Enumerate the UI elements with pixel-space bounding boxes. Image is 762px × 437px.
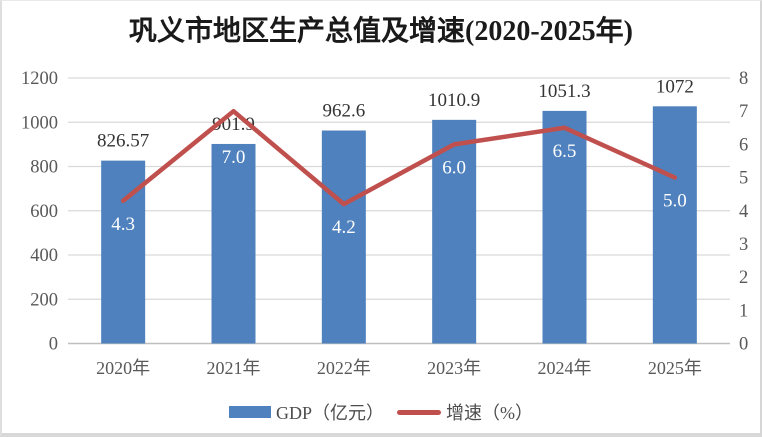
gdp-bar-2024年 [542,110,587,344]
x-axis-label: 2020年 [96,358,150,378]
right-axis-tick: 1 [739,301,748,321]
growth-value-label: 4.2 [332,217,356,238]
gdp-bar-2022年 [321,130,366,344]
growth-value-label: 4.3 [111,214,135,235]
x-axis-label: 2022年 [317,358,371,378]
gdp-value-label: 1072 [656,76,694,97]
growth-rate-line [120,108,678,207]
left-axis-tick: 200 [30,290,58,310]
growth-value-label: 6.5 [553,141,577,162]
left-axis-tick: 400 [30,246,58,266]
gdp-bar-2023年 [432,119,477,344]
right-axis-tick: 2 [739,268,748,288]
right-axis-tick: 5 [739,169,748,189]
growth-legend-label: 增速（%） [446,403,533,423]
right-axis-tick: 8 [739,69,748,89]
x-axis-label: 2025年 [648,358,702,378]
legend-item-growth: 增速（%） [397,399,533,425]
left-axis-tick: 800 [30,158,58,178]
right-axis-tick: 3 [739,235,748,255]
legend-item-gdp: GDP（亿元） [228,399,384,425]
right-axis-tick: 6 [739,135,748,155]
x-axis-label: 2024年 [538,358,592,378]
chart-legend: GDP（亿元） 增速（%） [2,399,760,425]
gdp-value-label: 1051.3 [538,81,590,102]
left-axis-tick: 600 [30,202,58,222]
gdp-value-label: 962.6 [322,101,365,122]
chart-title: 巩义市地区生产总值及增速(2020-2025年) [129,16,633,47]
left-axis-tick: 1200 [21,69,58,89]
left-axis-tick: 0 [49,335,58,355]
growth-legend-line-icon [397,409,441,415]
gdp-bar-2021年 [211,143,256,344]
gdp-legend-label: GDP（亿元） [275,403,384,423]
gdp-value-label: 826.57 [97,131,149,152]
gdp-value-label: 1010.9 [428,90,480,111]
x-axis-label: 2023年 [427,358,481,378]
left-axis-tick: 1000 [21,113,58,133]
growth-value-label: 6.0 [442,157,466,178]
right-axis-tick: 0 [739,335,748,355]
growth-value-label: 7.0 [222,147,246,168]
growth-value-label: 5.0 [663,191,687,212]
gdp-bar-2025年 [652,106,697,344]
right-axis-tick: 7 [739,102,748,122]
gdp-legend-swatch [228,406,271,418]
right-axis-tick: 4 [739,202,748,222]
x-axis-label: 2021年 [207,358,261,378]
